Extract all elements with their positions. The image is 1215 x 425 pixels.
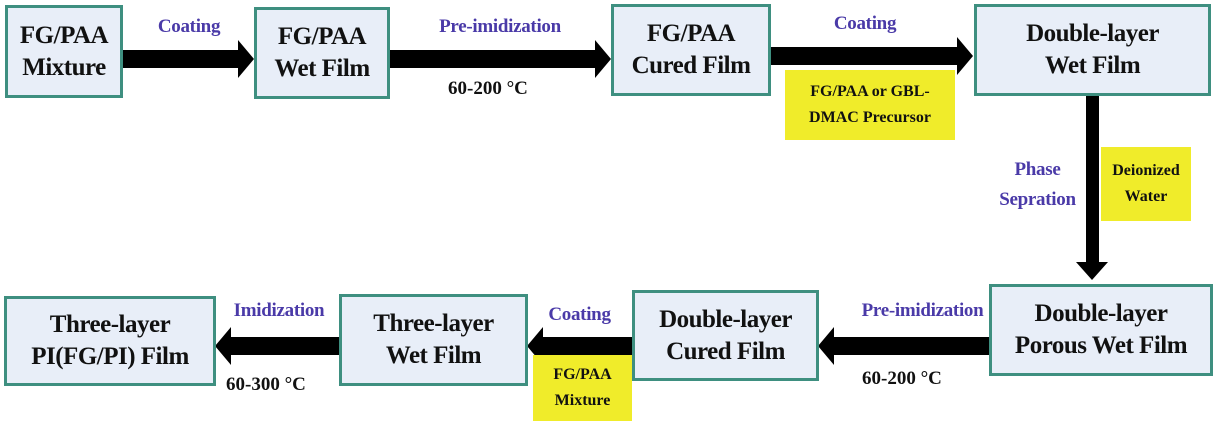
node-fg-paa-mixture: FG/PAA Mixture — [5, 5, 123, 98]
edge-label-preimidization-1: Pre-imidization — [439, 16, 561, 37]
edge-label-coating-2: Coating — [833, 13, 897, 34]
edge-condition-2: 60-200 °C — [862, 368, 942, 389]
node-fg-paa-wet-film: FG/PAA Wet Film — [254, 7, 390, 99]
arrow-coating-3 — [527, 327, 633, 365]
material-fg-paa-mixture: FG/PAA Mixture — [533, 355, 632, 421]
node-fg-paa-cured-film: FG/PAA Cured Film — [611, 4, 771, 96]
arrow-phase-separation — [1076, 95, 1108, 280]
arrow-preimidization-2 — [818, 327, 990, 365]
edge-condition-3: 60-300 °C — [226, 374, 306, 395]
node-three-layer-wet-film: Three-layer Wet Film — [339, 294, 528, 386]
node-double-layer-cured-film: Double-layer Cured Film — [632, 290, 819, 381]
edge-label-phase-separation: Phase Sepration — [999, 159, 1076, 210]
arrow-coating-2 — [770, 37, 973, 75]
arrow-imidization — [215, 327, 340, 365]
node-three-layer-pi-film: Three-layer PI(FG/PI) Film — [4, 296, 216, 386]
arrow-preimidization-1 — [390, 40, 611, 78]
edge-label-imidization: Imidization — [233, 300, 325, 321]
material-fg-paa-or-gbl-dmac: FG/PAA or GBL- DMAC Precursor — [785, 70, 955, 140]
node-double-layer-porous-wet-film: Double-layer Porous Wet Film — [989, 284, 1213, 376]
arrow-coating-1 — [122, 40, 254, 78]
edge-label-preimidization-2: Pre-imidization — [861, 300, 984, 321]
edge-label-coating-1: Coating — [157, 16, 221, 37]
edge-label-coating-3: Coating — [548, 304, 611, 325]
edge-condition-1: 60-200 °C — [448, 78, 528, 99]
node-double-layer-wet-film: Double-layer Wet Film — [974, 4, 1211, 96]
material-deionized-water: Deionized Water — [1101, 147, 1191, 221]
